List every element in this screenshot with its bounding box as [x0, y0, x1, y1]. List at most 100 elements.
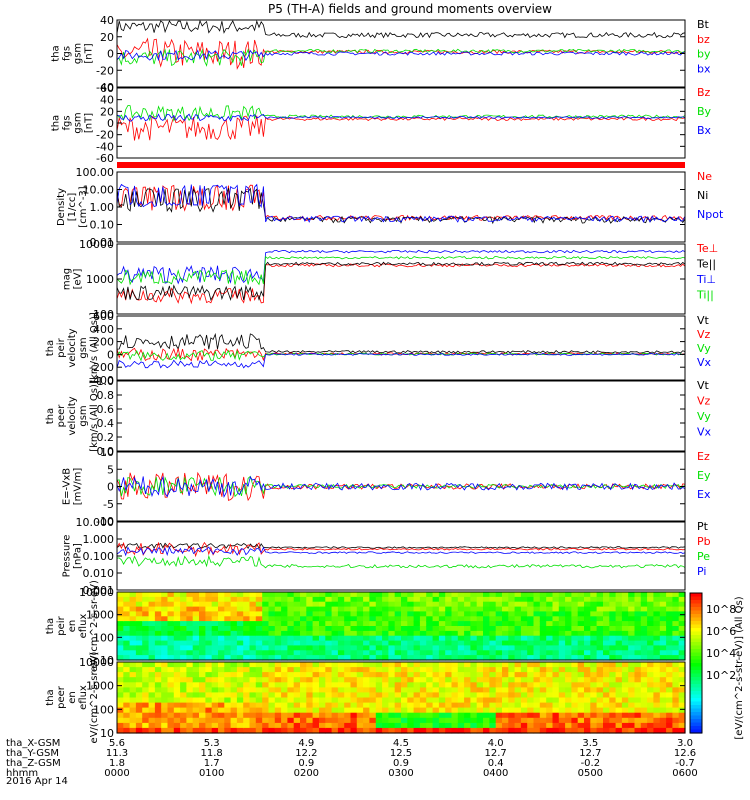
ephem-label: hhmm [6, 768, 38, 779]
colorbar-cell [690, 694, 702, 699]
legend-Ez: Ez [697, 450, 710, 463]
tick-label: 10000 [79, 238, 114, 251]
series-line-Ti|| [116, 255, 686, 286]
tick-label: 0.01 [90, 236, 115, 249]
panel-frame [116, 521, 686, 591]
ephem-value: 1.7 [204, 758, 220, 769]
series-line-Pt [116, 542, 686, 550]
colorbar-cell [690, 596, 702, 601]
ylabel-line: eV/(cm^2-s-sr-eV) [89, 580, 100, 672]
series-line-Pi [116, 545, 686, 557]
colorbar-label: [eV/(cm^2-s-str-eV)] (All Qs) [734, 596, 745, 739]
legend-Vt: Vt [697, 379, 710, 392]
colorbar: 10^8 10^6 10^4 10^2[eV/(cm^2-s-str-eV)] (Al… [689, 592, 745, 740]
heatmap-cells [117, 592, 686, 661]
ylabel-line: [nT] [84, 43, 95, 63]
ephem-value: 12.7 [485, 748, 507, 759]
legend-Pi: Pi [697, 565, 706, 578]
ylabel-line: peer [56, 685, 67, 709]
ylabel-line: [km/s (All Qs)] [89, 312, 100, 384]
legend-Vz: Vz [697, 395, 711, 408]
tick-label: -5 [103, 498, 114, 511]
panel-density: 100.00 10.00 1.00 0.10 0.01 Density [1/cc] [cm^… [56, 166, 724, 249]
tick-label: -20 [96, 129, 114, 142]
panel-peir-en-eflux: 10000 1000 100 10 tha peir en eflux eV/(cm^2-s-s… [45, 580, 686, 672]
date-label: 2016 Apr 14 [6, 776, 68, 787]
colorbar-cell [690, 663, 702, 668]
series-line-Ti⊥ [116, 249, 686, 285]
ephem-value: 0600 [672, 768, 697, 779]
panel-frame [116, 380, 686, 452]
colorbar-tick: 10^6 [706, 625, 736, 638]
ephem-value: 4.9 [298, 738, 314, 749]
ylabel-line: en [67, 620, 78, 633]
series-line-Ne [116, 184, 686, 222]
ephem-label: tha_X-GSM [6, 738, 60, 749]
colorbar-tick: 10^4 [706, 647, 736, 660]
tick-label: 0 [107, 117, 114, 130]
legend-Vx: Vx [697, 356, 712, 369]
ylabel-line: tha [45, 689, 56, 705]
panel-temperature: 10000 1000 100 mag [eV] Te⊥ Te|| Ti⊥ Ti|| [62, 238, 719, 321]
tick-label: 100 [93, 703, 114, 716]
series-line-by [116, 48, 686, 67]
ephem-value: -0.2 [581, 758, 601, 769]
ylabel-line: [mV/m] [73, 468, 84, 506]
legend-Ti||: Ti|| [696, 289, 714, 302]
tick-label: 10 [100, 446, 114, 459]
colorbar-cell [690, 593, 702, 598]
ylabel-line: peir [56, 615, 67, 635]
ylabel-line: [1/cc] [67, 193, 78, 222]
ylabel-line: [nPa] [73, 543, 84, 569]
legend-Bx: Bx [697, 124, 712, 137]
series-line-Pb [116, 541, 686, 558]
panel-pressure: 10.000 1.000 0.100 0.010 0.001 Pressure [nPa] P… [62, 516, 711, 597]
panel-peer-en-eflux: 10000 1000 100 10 tha peer en eflux eV/(cm^2-s-s… [45, 651, 686, 743]
ephem-value: 0200 [294, 768, 319, 779]
tick-label: -20 [96, 64, 114, 77]
ylabel-line: gsm [78, 337, 89, 358]
ephem-value: 1.8 [109, 758, 125, 769]
ephem-value: 12.7 [579, 748, 601, 759]
colorbar-cell [690, 666, 702, 671]
colorbar-cell [690, 645, 702, 650]
panel-frame [116, 591, 686, 661]
ylabel-line: gsm [73, 43, 84, 64]
tick-label: 1.0 [97, 375, 115, 388]
colorbar-cell [690, 607, 702, 612]
ephem-value: 11.8 [201, 748, 223, 759]
tick-label: 1.00 [90, 201, 115, 214]
legend-Vx: Vx [697, 426, 712, 439]
tick-label: 10 [100, 654, 114, 667]
legend-Npot: Npot [697, 208, 724, 221]
panel-efield: 10 5 0 -5 -10 E=-VxB [mV/m] Ez Ey Ex [62, 446, 711, 528]
ylabel-line: eflux [78, 685, 89, 710]
series-line-Vt [116, 332, 686, 354]
ephem-value: 12.5 [390, 748, 412, 759]
ylabel-line: Pressure [62, 535, 73, 578]
colorbar-cell [690, 698, 702, 703]
colorbar-tick: 10^2 [706, 669, 736, 682]
ylabel-line: gsm [73, 112, 84, 133]
colorbar-cell [690, 677, 702, 682]
legend-Vt: Vt [697, 314, 710, 327]
ylabel-line: peir [56, 337, 67, 357]
ylabel-line: [cm^-3] [78, 186, 89, 227]
legend-Pt: Pt [697, 520, 709, 533]
legend-Pb: Pb [697, 535, 711, 548]
series-line-Te|| [116, 261, 686, 302]
tick-label: 1.000 [83, 533, 115, 546]
legend-Bz: Bz [697, 86, 711, 99]
panel-frame [116, 315, 686, 381]
colorbar-cell [690, 687, 702, 692]
ephem-value: 5.3 [204, 738, 220, 749]
legend-Ni: Ni [697, 189, 708, 202]
ylabel-line: mag [62, 268, 73, 290]
plot-title: P5 (TH-A) fields and ground moments over… [268, 2, 552, 16]
ylabel-line: tha [51, 45, 62, 61]
series-line-Bx [117, 113, 686, 122]
ylabel-line: peer [56, 404, 67, 428]
series-line-bz [116, 37, 686, 70]
